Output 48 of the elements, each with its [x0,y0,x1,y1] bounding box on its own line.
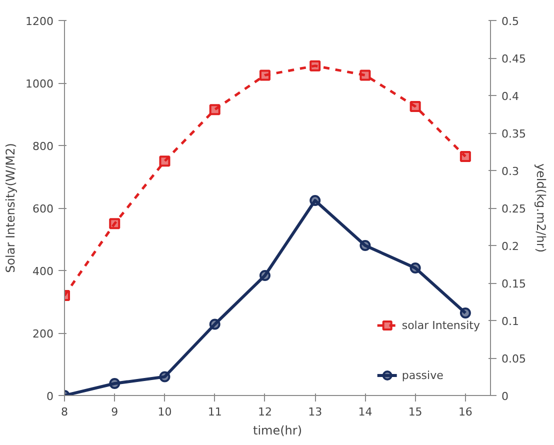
y2-tick-label: 0.25 [502,202,526,216]
x-tick-label: 10 [158,406,172,418]
point [209,318,220,330]
point [360,240,371,251]
y-tick-label: 1200 [26,15,54,28]
y2-tick-label: 0.15 [502,278,526,290]
x-tick-label: 15 [408,406,422,418]
x-tick-label: 14 [358,406,372,418]
x-tick-label: 8 [61,406,68,418]
x-tick-label: 12 [258,406,272,418]
legend-label: solar Intensity [402,318,480,332]
point [209,104,220,116]
x-tick-label: 13 [308,406,322,418]
y2-tick-label: 0.45 [502,52,526,66]
point [159,371,170,382]
y2-tick-label: 0.1 [502,315,519,328]
y2-tick-label: 0.4 [502,90,519,103]
point [259,70,270,81]
y-tick-label: 200 [32,328,54,340]
point [310,195,321,206]
y2-tick-label: 0.2 [502,240,519,253]
y-tick-label: 400 [32,265,54,278]
x-tick-label: 16 [458,406,472,418]
x-tick-label: 9 [111,406,118,418]
y2-tick-label: 0.5 [502,15,519,28]
y-tick-label: 800 [32,140,54,153]
y2-tick-label: 0.3 [502,165,519,178]
point [460,150,471,162]
y2-tick-label: 0.35 [502,128,526,140]
legend-label: passive [402,368,444,382]
point [109,218,120,230]
point [310,60,321,72]
point [410,100,421,112]
y2-axis-title: yeld(kg.m2/hr) [534,163,548,253]
point [259,270,270,281]
y2-tick-label: 0.05 [502,352,526,366]
x-tick-label: 11 [208,406,222,418]
y2-tick-label: 0 [502,390,508,403]
x-axis-title: time(hr) [252,424,302,438]
point [460,308,471,318]
y-tick-label: 1000 [26,78,54,90]
point [159,156,170,167]
y-tick-label: 600 [32,202,54,216]
y-tick-label: 0 [46,390,54,403]
y-axis-title: Solar Intensity(W/M2) [4,143,18,273]
point [410,262,421,274]
point [109,378,120,389]
point [360,70,371,81]
